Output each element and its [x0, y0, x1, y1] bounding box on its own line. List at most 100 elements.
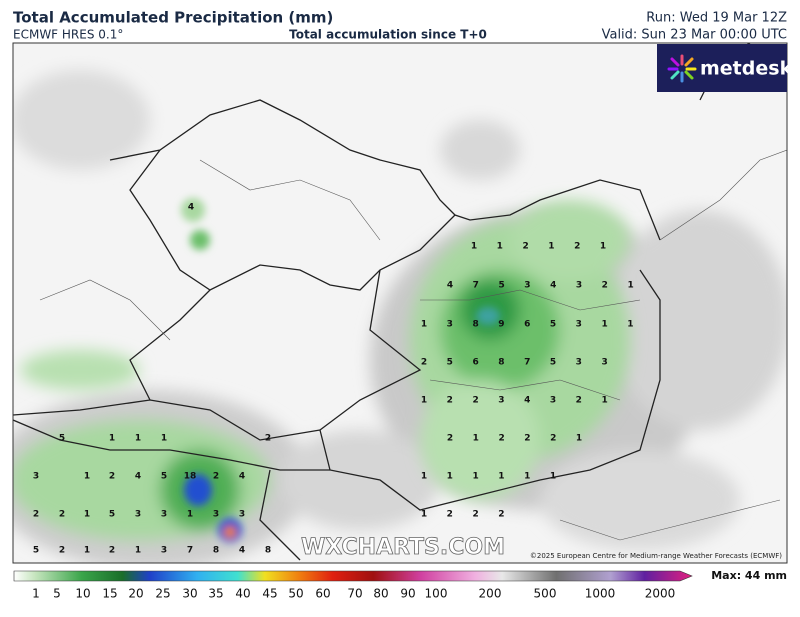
grid-value: 3 — [33, 472, 39, 482]
grid-value: 4 — [447, 281, 453, 291]
grid-value: 8 — [498, 358, 504, 368]
grid-value: 1 — [472, 472, 478, 482]
colorbar-label: 90 — [400, 587, 415, 601]
grid-value: 1 — [421, 396, 427, 406]
colorbar-label: 35 — [208, 587, 223, 601]
grid-value: 1 — [601, 320, 607, 330]
colorbar-max: Max: 44 mm — [711, 569, 787, 582]
grid-value: 2 — [472, 396, 478, 406]
country-borders — [13, 43, 751, 561]
grid-value: 2 — [498, 434, 504, 444]
grid-value: 1 — [421, 320, 427, 330]
watermark: WXCHARTS.COM — [301, 535, 505, 560]
grid-value: 8 — [213, 546, 219, 556]
grid-value: 2 — [447, 396, 453, 406]
colorbar-label: 60 — [315, 587, 330, 601]
colorbar-label: 10 — [75, 587, 90, 601]
grid-value: 6 — [472, 358, 478, 368]
colorbar-label: 1000 — [585, 587, 616, 601]
grid-value: 3 — [576, 358, 582, 368]
grid-value: 3 — [601, 358, 607, 368]
grid-value: 1 — [601, 396, 607, 406]
grid-value: 1 — [548, 242, 554, 252]
grid-value: 2 — [524, 434, 530, 444]
grid-value: 3 — [550, 396, 556, 406]
grid-value: 5 — [550, 358, 556, 368]
grid-value: 3 — [498, 396, 504, 406]
grid-value: 2 — [574, 242, 580, 252]
grid-value: 2 — [602, 281, 608, 291]
grid-value: 7 — [473, 281, 479, 291]
logo-box: metdesk — [657, 44, 793, 92]
precip-core — [181, 198, 500, 542]
precip-green — [13, 200, 630, 540]
model: ECMWF HRES 0.1° — [13, 28, 123, 42]
grid-value: 1 — [473, 434, 479, 444]
grid-value: 5 — [59, 434, 65, 444]
grid-value: 9 — [498, 320, 504, 330]
grid-value: 1 — [627, 281, 633, 291]
grid-value: 2 — [447, 434, 453, 444]
grid-value: 1 — [447, 472, 453, 482]
grid-value: 1 — [524, 472, 530, 482]
grid-value: 5 — [109, 510, 115, 520]
grid-value: 2 — [59, 546, 65, 556]
grid-value: 1 — [600, 242, 606, 252]
map-frame — [12, 42, 788, 564]
grid-value: 3 — [239, 510, 245, 520]
grid-value: 5 — [33, 546, 39, 556]
colorbar-label: 5 — [53, 587, 61, 601]
grid-value: 1 — [627, 320, 633, 330]
grid-value: 1 — [498, 472, 504, 482]
grid-value: 2 — [550, 434, 556, 444]
grid-value: 4 — [524, 396, 530, 406]
grid-value: 1 — [421, 510, 427, 520]
grid-value: 6 — [524, 320, 530, 330]
colorbar-label: 15 — [102, 587, 117, 601]
grid-value: 1 — [135, 546, 141, 556]
colorbar-label: 45 — [262, 587, 277, 601]
grid-value: 2 — [421, 358, 427, 368]
valid: Valid: Sun 23 Mar 00:00 UTC — [602, 28, 787, 43]
grid-value: 5 — [161, 472, 167, 482]
grid-value: 8 — [472, 320, 478, 330]
grid-value: 1 — [550, 472, 556, 482]
grid-value: 3 — [161, 546, 167, 556]
grid-value: 2 — [33, 510, 39, 520]
grid-value: 1 — [84, 546, 90, 556]
grid-value: 2 — [59, 510, 65, 520]
grid-value: 3 — [576, 281, 582, 291]
grid-value: 18 — [184, 472, 197, 482]
logo-text: metdesk — [700, 58, 793, 80]
grid-value: 1 — [187, 510, 193, 520]
grid-value: 1 — [421, 472, 427, 482]
run: Run: Wed 19 Mar 12Z — [646, 11, 787, 26]
grid-value: 8 — [265, 546, 271, 556]
grid-value: 3 — [576, 320, 582, 330]
grid-value: 2 — [109, 472, 115, 482]
title: Total Accumulated Precipitation (mm) — [13, 9, 333, 27]
grid-value: 2 — [265, 434, 271, 444]
grid-value: 3 — [161, 510, 167, 520]
colorbar: Max: 44 mm — [13, 569, 787, 582]
colorbar-label: 1 — [32, 587, 40, 601]
colorbar-label: 30 — [182, 587, 197, 601]
grid-value: 5 — [550, 320, 556, 330]
colorbar-label: 100 — [425, 587, 448, 601]
grid-value: 2 — [447, 510, 453, 520]
grid-value: 3 — [213, 510, 219, 520]
grid-value: 4 — [239, 546, 245, 556]
grid-value: 7 — [524, 358, 530, 368]
grid-value: 7 — [187, 546, 193, 556]
colorbar-label: 40 — [235, 587, 250, 601]
grid-value: 5 — [447, 358, 453, 368]
colorbar-label: 2000 — [645, 587, 676, 601]
grid-value: 2 — [109, 546, 115, 556]
grid-value: 3 — [524, 281, 530, 291]
map-area — [13, 43, 787, 563]
grid-value: 1 — [161, 434, 167, 444]
region-borders — [39, 149, 787, 541]
grid-value: 3 — [135, 510, 141, 520]
